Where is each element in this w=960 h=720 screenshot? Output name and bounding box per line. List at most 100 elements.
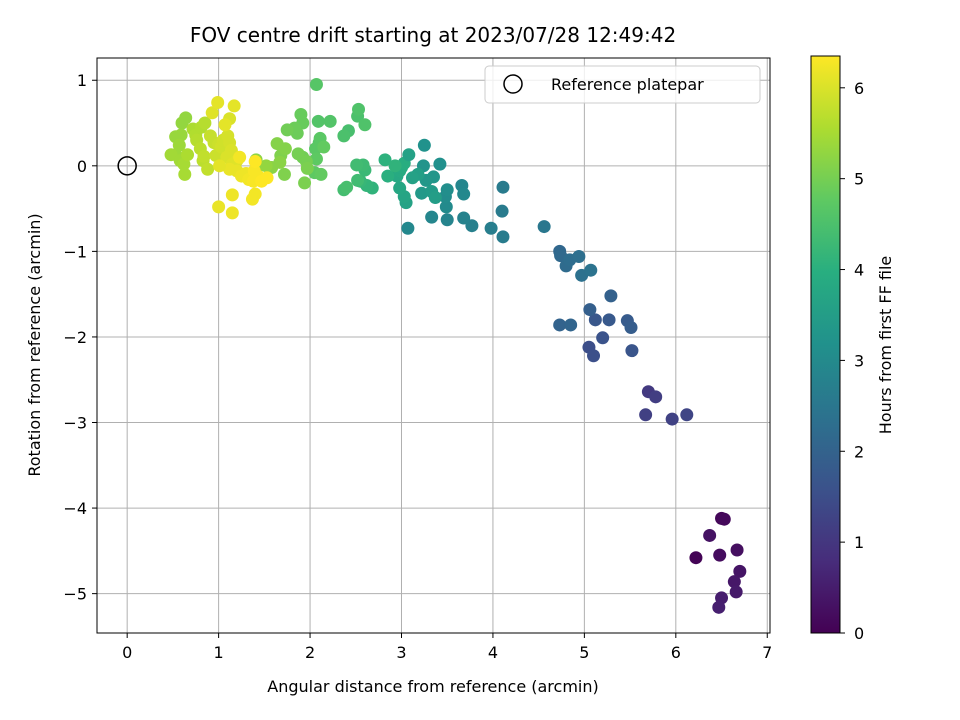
- data-point: [352, 102, 366, 116]
- x-tick-label: 4: [488, 643, 498, 662]
- data-point: [703, 528, 717, 542]
- data-point: [278, 142, 292, 156]
- x-axis-ticks: 0 1 2 3 4 5 6 7: [122, 633, 772, 662]
- data-point: [680, 408, 694, 422]
- data-point: [225, 188, 239, 202]
- data-point: [337, 129, 351, 143]
- data-point: [350, 158, 364, 172]
- data-point: [300, 161, 314, 175]
- colorbar-tick-label: 3: [854, 351, 864, 370]
- data-point: [484, 221, 498, 235]
- data-point: [309, 78, 323, 92]
- data-point: [259, 159, 273, 173]
- data-point: [218, 118, 232, 132]
- data-point: [178, 167, 192, 181]
- data-point: [729, 585, 743, 599]
- y-tick-label: 0: [77, 157, 87, 176]
- data-point: [358, 118, 372, 132]
- y-tick-label: −4: [63, 499, 87, 518]
- colorbar-tick-label: 1: [854, 533, 864, 552]
- y-tick-label: −3: [63, 414, 87, 433]
- data-point: [198, 116, 212, 130]
- data-point: [440, 213, 454, 227]
- data-point: [314, 167, 328, 181]
- data-points: [164, 78, 747, 614]
- data-point: [496, 230, 510, 244]
- legend-marker-icon: [503, 74, 523, 94]
- data-point: [378, 153, 392, 167]
- plot-frame: [96, 57, 771, 634]
- data-point: [713, 548, 727, 562]
- y-axis-ticks: 1 0 −1 −2 −3 −4 −5: [63, 71, 97, 604]
- colorbar-tick-label: 2: [854, 442, 864, 461]
- colorbar-gradient: [810, 55, 841, 634]
- data-point: [417, 138, 431, 152]
- data-point: [227, 99, 241, 113]
- data-point: [625, 344, 639, 358]
- x-tick-label: 1: [214, 643, 224, 662]
- data-point: [639, 408, 653, 422]
- reference-platepar-marker: [117, 156, 137, 176]
- data-point: [665, 412, 679, 426]
- data-point: [496, 180, 510, 194]
- data-point: [311, 114, 325, 128]
- y-tick-label: −1: [63, 242, 87, 261]
- data-point: [205, 106, 219, 120]
- data-point: [381, 169, 395, 183]
- data-point: [181, 148, 195, 162]
- data-point: [584, 263, 598, 277]
- data-point: [465, 219, 479, 233]
- data-point: [587, 349, 601, 363]
- x-tick-label: 6: [671, 643, 681, 662]
- y-tick-label: −5: [63, 585, 87, 604]
- data-point: [727, 575, 741, 589]
- data-point: [225, 206, 239, 220]
- data-point: [247, 164, 261, 178]
- data-point: [553, 318, 567, 332]
- data-point: [440, 183, 454, 197]
- data-point: [323, 114, 337, 128]
- legend-box: [484, 65, 761, 104]
- data-point: [537, 220, 551, 234]
- colorbar-tick-label: 5: [854, 170, 864, 189]
- data-point: [689, 551, 703, 565]
- data-point: [405, 171, 419, 185]
- data-point: [291, 147, 305, 161]
- data-point: [717, 512, 731, 526]
- y-axis-title: Rotation from reference (arcmin): [25, 213, 44, 476]
- data-point: [248, 155, 262, 169]
- colorbar-tick-label: 4: [854, 261, 864, 280]
- data-point: [402, 148, 416, 162]
- data-point: [596, 331, 610, 345]
- data-point: [213, 159, 227, 173]
- chart-title: FOV centre drift starting at 2023/07/28 …: [190, 23, 676, 47]
- data-point: [351, 173, 365, 187]
- data-point: [245, 192, 259, 206]
- data-point: [564, 318, 578, 332]
- x-tick-label: 2: [305, 643, 315, 662]
- y-tick-label: −2: [63, 328, 87, 347]
- x-tick-label: 7: [762, 643, 772, 662]
- data-point: [624, 321, 638, 335]
- data-point: [495, 204, 509, 218]
- data-point: [212, 200, 226, 214]
- data-point: [428, 190, 442, 204]
- data-point: [583, 303, 597, 317]
- legend: Reference platepar: [484, 65, 761, 104]
- colorbar-ticks: 0 1 2 3 4 5 6: [840, 79, 864, 643]
- data-point: [730, 543, 744, 557]
- data-point: [280, 123, 294, 137]
- data-point: [588, 313, 602, 327]
- data-point: [260, 171, 274, 185]
- x-tick-label: 0: [122, 643, 132, 662]
- data-point: [201, 162, 215, 176]
- colorbar-tick-label: 6: [854, 79, 864, 98]
- data-point: [712, 600, 726, 614]
- data-point: [433, 157, 447, 171]
- data-point: [604, 289, 618, 303]
- data-point: [233, 150, 247, 164]
- data-point: [277, 167, 291, 181]
- data-point: [179, 111, 193, 125]
- x-axis-title: Angular distance from reference (arcmin): [267, 677, 598, 696]
